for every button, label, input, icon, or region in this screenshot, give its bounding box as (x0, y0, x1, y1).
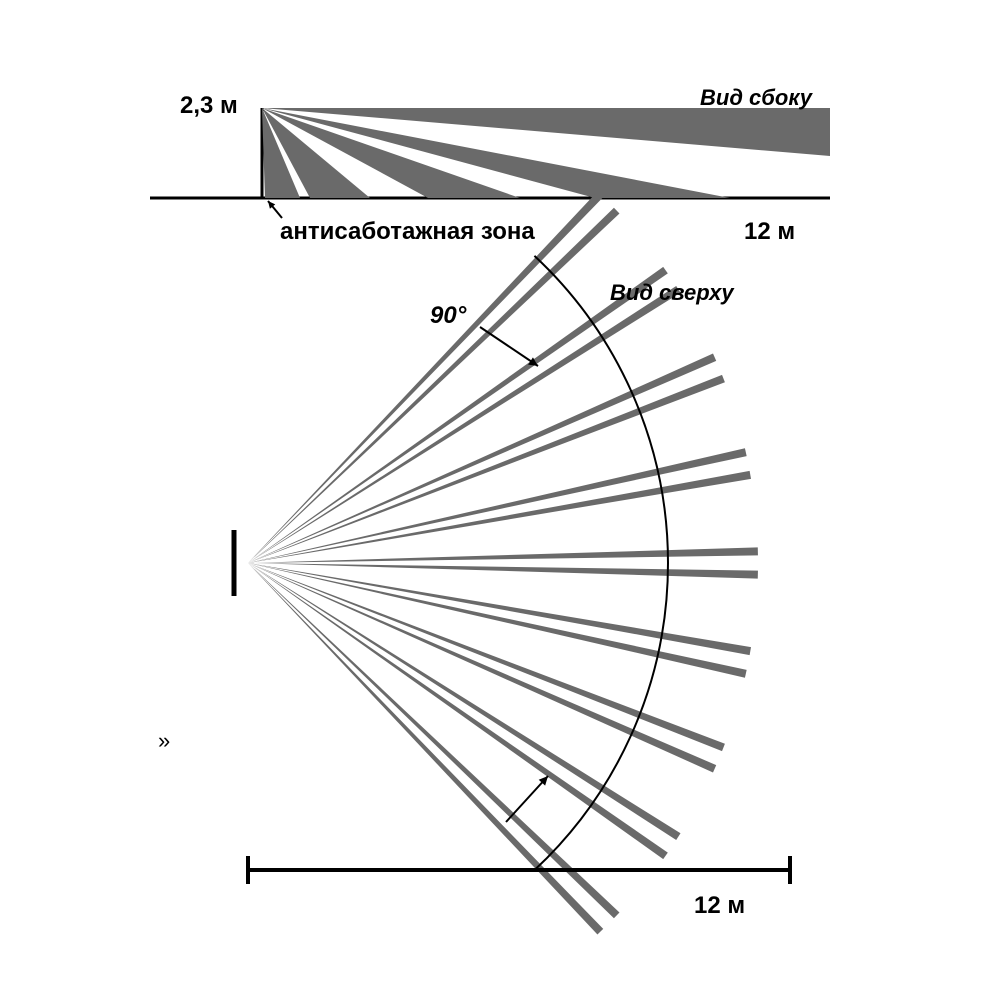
diagram-canvas: Вид сбоку 2,3 м 12 м антисаботажная зона… (0, 0, 1000, 1000)
side-view-range-label: 12 м (744, 218, 795, 246)
diagram-svg (0, 0, 1000, 1000)
top-view-stray-label: » (158, 728, 170, 754)
top-view-title: Вид сверху (610, 280, 734, 306)
top-view-range-label: 12 м (694, 892, 745, 920)
top-view-angle-label: 90° (430, 302, 466, 330)
side-view-height-label: 2,3 м (180, 92, 238, 120)
side-view-antisabotage-label: антисаботажная зона (280, 218, 535, 246)
side-view-title: Вид сбоку (700, 85, 812, 111)
